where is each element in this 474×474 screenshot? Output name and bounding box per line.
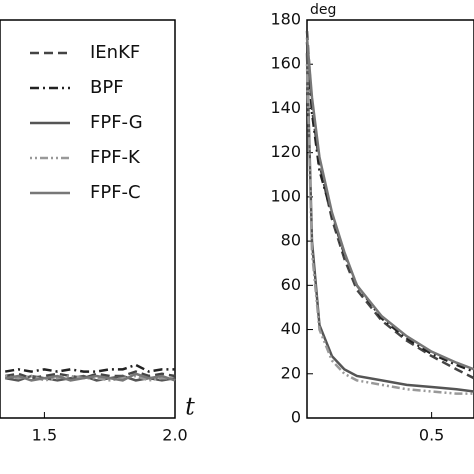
x-axis-label: t [185,393,195,421]
line-series [5,372,176,382]
y-tick-label: 140 [270,98,301,117]
y-tick-label: 120 [270,142,301,161]
line-series [305,37,474,371]
y-tick-label: 80 [281,231,301,250]
x-tick-label: 1.5 [32,426,57,445]
x-tick-label: 0.5 [419,426,444,445]
x-tick-label: 2.0 [162,426,187,445]
y-tick-label: 60 [281,275,301,294]
legend-label: FPF-C [90,182,141,203]
y-tick-label: 100 [270,186,301,205]
line-series [305,53,474,393]
y-tick-label: 40 [281,319,301,338]
axes-frame [306,19,474,419]
y-tick-label: 20 [281,363,301,382]
line-series [305,64,474,395]
legend-label: BPF [90,77,124,98]
legend-label: FPF-G [90,112,143,133]
y-axis-label: deg [310,2,336,18]
line-series [305,30,474,380]
legend-label: FPF-K [90,147,141,168]
y-tick-label: 160 [270,54,301,73]
y-tick-label: 0 [291,408,301,427]
line-series [5,363,175,373]
y-tick-label: 180 [270,10,301,29]
legend-label: IEnKF [90,42,140,63]
axes-frame [0,19,176,419]
